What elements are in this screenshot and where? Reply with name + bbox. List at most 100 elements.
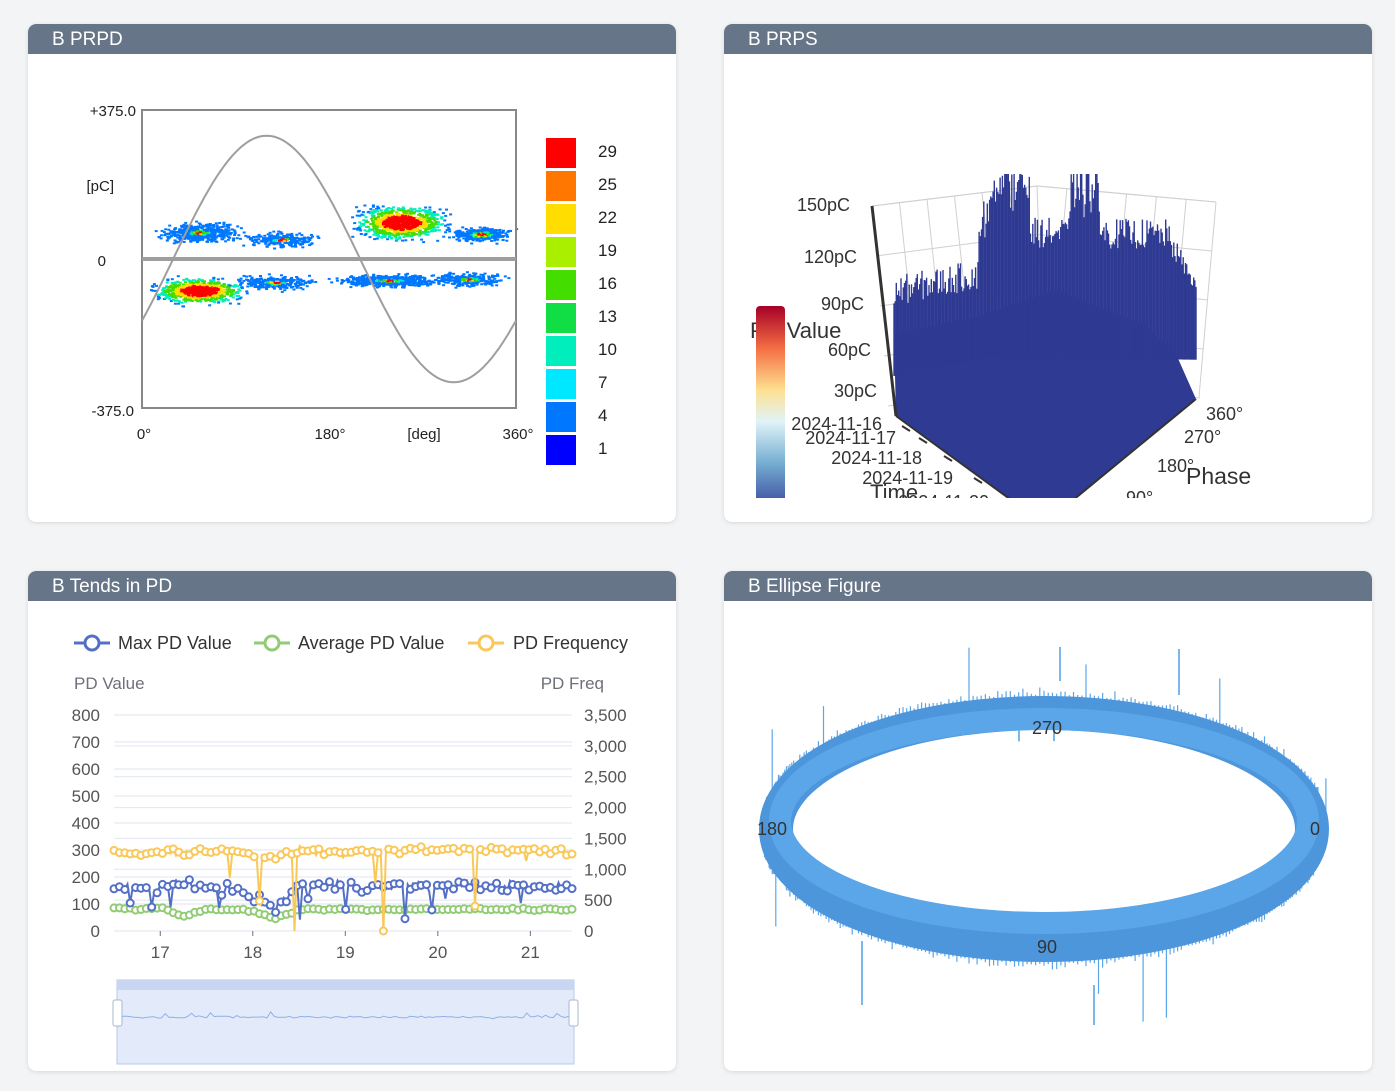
prpd-point [163, 286, 167, 289]
prpd-point [479, 277, 483, 280]
prpd-point [168, 286, 172, 289]
prpd-point [257, 233, 261, 236]
prpd-point [456, 235, 460, 237]
prpd-point [405, 225, 408, 228]
prps-panel: B PRPS PD Value 150pC [724, 24, 1372, 522]
datazoom-right-handle[interactable] [568, 999, 579, 1027]
series-point [567, 884, 577, 894]
prpd-point [233, 234, 237, 236]
prpd-point [488, 283, 492, 285]
prpd-point [202, 286, 206, 289]
prpd-point [245, 292, 249, 295]
prpd-point [412, 277, 415, 280]
prpd-point [360, 285, 364, 288]
prpd-point [260, 278, 263, 281]
prpd-point [191, 237, 195, 240]
prpd-point [299, 282, 303, 285]
prpd-point [474, 234, 478, 237]
prpd-point [394, 236, 398, 239]
prpd-point [213, 238, 217, 241]
prpd-point [385, 283, 389, 286]
prpd-point [176, 284, 180, 287]
prpd-point [176, 289, 180, 292]
prpd-point [481, 236, 485, 239]
prpd-point [267, 285, 271, 288]
prpd-point [424, 210, 428, 213]
prpd-point [179, 294, 183, 297]
prpd-point [377, 215, 380, 218]
prpd-point [457, 285, 461, 287]
prpd-point [171, 286, 175, 289]
prpd-point [430, 274, 434, 277]
prpd-point [301, 246, 305, 249]
prpd-point [298, 238, 302, 241]
prpd-point [493, 237, 497, 240]
prpd-point [416, 276, 420, 279]
prpd-point [404, 230, 408, 233]
prpd-point [352, 227, 356, 230]
prpd-point [375, 280, 378, 282]
prpd-point [455, 233, 459, 235]
prpd-point [289, 278, 293, 281]
right-tick-label: 1,000 [584, 860, 627, 879]
prpd-point [269, 234, 273, 237]
prpd-point [412, 217, 416, 220]
series-point [147, 902, 157, 912]
prpd-point [254, 283, 258, 286]
colorbar-swatch [546, 237, 576, 267]
prpd-point [218, 290, 222, 293]
prpd-point [413, 222, 417, 225]
prpd-point [411, 275, 414, 278]
prpd-point [389, 220, 393, 223]
prpd-point [277, 281, 281, 284]
prpd-point [400, 283, 404, 286]
legend-item-average[interactable]: Average PD Value [254, 633, 444, 653]
prpd-point [349, 281, 353, 284]
prpd-point [449, 213, 453, 216]
prpd-point [286, 283, 290, 286]
datazoom-slider[interactable] [112, 979, 579, 1065]
prpd-point [177, 287, 181, 290]
prpd-point [502, 229, 505, 232]
prpd-point [375, 233, 379, 236]
prpd-point [498, 231, 502, 234]
prpd-point [357, 228, 361, 231]
prpd-point [419, 217, 423, 219]
prpd-point [363, 229, 367, 232]
series-point [373, 848, 383, 858]
prpd-point [487, 275, 491, 278]
prpd-point [356, 278, 360, 281]
datazoom-move-handle[interactable] [117, 980, 574, 990]
series-point [303, 894, 313, 904]
prpd-point [487, 281, 491, 284]
prps-time-label-4: 2024-11-20 [898, 492, 989, 512]
prpd-point [201, 238, 205, 241]
prpd-point [234, 292, 238, 295]
prpd-point [172, 242, 176, 245]
prpd-point [204, 294, 208, 297]
prpd-point [196, 228, 200, 231]
prpd-point [420, 280, 424, 283]
prpd-point [238, 289, 242, 292]
prpd-point [450, 276, 454, 279]
legend-item-frequency[interactable]: PD Frequency [468, 633, 628, 653]
prpd-point [182, 278, 186, 281]
prps-phase-axis-title: Phase [1186, 463, 1251, 489]
prpd-point [237, 288, 241, 291]
prpd-point [270, 283, 274, 286]
prpd-point [407, 219, 411, 222]
prpd-point [195, 220, 199, 223]
prpd-x-label-0: 0° [137, 426, 151, 443]
prpd-point [444, 214, 448, 217]
right-tick-label: 3,000 [584, 737, 627, 756]
prpd-point [175, 293, 179, 296]
prpd-point [398, 219, 402, 222]
datazoom-left-handle[interactable] [112, 999, 123, 1027]
prpd-point [174, 296, 178, 299]
prpd-point [427, 231, 431, 234]
legend-item-max[interactable]: Max PD Value [74, 633, 232, 653]
prpd-point [267, 273, 271, 276]
prpd-point [373, 226, 377, 229]
prpd-point [360, 277, 364, 280]
prpd-point [477, 235, 481, 238]
